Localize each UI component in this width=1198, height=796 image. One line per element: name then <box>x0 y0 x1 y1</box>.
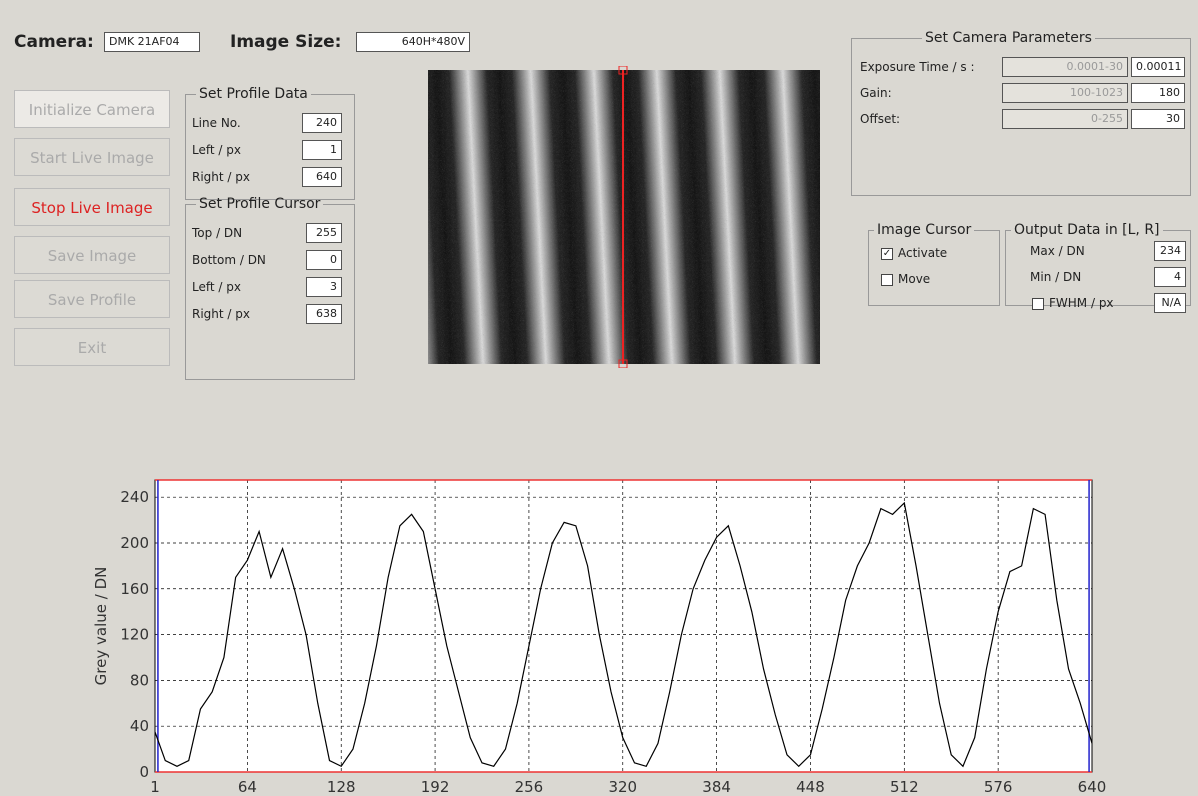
y-tick-label: 40 <box>130 717 149 735</box>
x-tick-label: 448 <box>796 778 825 796</box>
button[interactable]: Save Image <box>14 236 170 274</box>
field-label: Gain: <box>860 86 892 100</box>
image-size-field[interactable]: 640H*480V <box>356 32 470 52</box>
image-size-label: Image Size: <box>230 32 342 52</box>
button[interactable]: Stop Live Image <box>14 188 170 226</box>
y-tick-label: 200 <box>120 534 149 552</box>
group-title: Set Profile Data <box>199 86 308 102</box>
checkbox-label: Move <box>898 272 931 286</box>
button[interactable]: Initialize Camera <box>14 90 170 128</box>
range-field: 100-1023 <box>1002 83 1128 103</box>
camera-field[interactable]: DMK 21AF04 <box>104 32 200 52</box>
camera-parameters-group: Set Camera Parameters Exposure Time / s :… <box>851 30 1191 196</box>
field-label: Left / px <box>192 280 241 294</box>
x-tick-label: 192 <box>421 778 450 796</box>
field-label: Right / px <box>192 307 250 321</box>
field-input[interactable]: 240 <box>302 113 342 133</box>
field-label: Left / px <box>192 143 241 157</box>
x-tick-label: 320 <box>608 778 637 796</box>
image-cursor-group: Image Cursor ✓ Activate Move <box>868 222 1000 306</box>
field-label: Top / DN <box>192 226 243 240</box>
button[interactable]: Save Profile <box>14 280 170 318</box>
field-input[interactable]: 1 <box>302 140 342 160</box>
x-tick-label: 640 <box>1078 778 1107 796</box>
checkbox-label: FWHM / px <box>1049 296 1114 310</box>
field-input[interactable]: 255 <box>306 223 342 243</box>
checkbox-row[interactable]: ✓ Activate <box>881 246 947 260</box>
field-label: Min / DN <box>1030 270 1082 284</box>
checkbox-label: Activate <box>898 246 948 260</box>
x-tick-label: 128 <box>327 778 356 796</box>
y-tick-label: 80 <box>130 671 149 689</box>
x-tick-label: 512 <box>890 778 919 796</box>
button[interactable]: Exit <box>14 328 170 366</box>
button[interactable]: Start Live Image <box>14 138 170 176</box>
field-input[interactable]: 180 <box>1131 83 1185 103</box>
profile-data-group: Set Profile Data Line No. 240 Left / px 1 Rig… <box>185 86 355 200</box>
field-label: Bottom / DN <box>192 253 266 267</box>
camera-image <box>428 66 820 368</box>
output-data-group: Output Data in [L, R] Max / DN 234 Min / DN… <box>1005 222 1191 313</box>
field-input[interactable]: 4 <box>1154 267 1186 287</box>
group-title: Set Camera Parameters <box>925 30 1092 46</box>
y-tick-label: 240 <box>120 488 149 506</box>
field-label: Right / px <box>192 170 250 184</box>
field-label: Exposure Time / s : <box>860 60 975 74</box>
checkbox-row[interactable]: FWHM / px <box>1032 296 1114 310</box>
checkbox[interactable] <box>1032 297 1044 310</box>
group-title: Set Profile Cursor <box>199 196 321 212</box>
checkbox[interactable]: ✓ <box>881 247 893 260</box>
profile-plot: 0 40 80 120 160 200 240 1 64 128 192 256 320 384 448 51… <box>92 479 1107 796</box>
range-field: 0-255 <box>1002 109 1128 129</box>
y-tick-label: 160 <box>120 580 149 598</box>
y-axis-label: Grey value / DN <box>92 567 110 686</box>
field-label: Max / DN <box>1030 244 1085 258</box>
field-input[interactable]: 30 <box>1131 109 1185 129</box>
x-tick-label: 1 <box>150 778 160 796</box>
checkbox[interactable] <box>881 273 893 286</box>
plot-area <box>154 479 1093 773</box>
field-input[interactable]: 0 <box>306 250 342 270</box>
group-title: Output Data in [L, R] <box>1014 222 1160 238</box>
checkbox-row[interactable]: Move <box>881 272 930 286</box>
group-title: Image Cursor <box>877 222 972 238</box>
field-input[interactable]: 0.00011 <box>1131 57 1185 77</box>
field-label: Line No. <box>192 116 241 130</box>
field-input[interactable]: N/A <box>1154 293 1186 313</box>
y-tick-label: 120 <box>120 626 149 644</box>
x-tick-label: 384 <box>702 778 731 796</box>
y-tick-label: 0 <box>139 763 149 781</box>
range-field: 0.0001-30 <box>1002 57 1128 77</box>
x-tick-label: 576 <box>984 778 1013 796</box>
profile-cursor-group: Set Profile Cursor Top / DN 255 Bottom / DN… <box>185 196 355 380</box>
profile-line <box>154 501 1093 768</box>
field-input[interactable]: 234 <box>1154 241 1186 261</box>
field-input[interactable]: 640 <box>302 167 342 187</box>
field-input[interactable]: 638 <box>306 304 342 324</box>
field-label: Offset: <box>860 112 901 126</box>
x-tick-label: 64 <box>238 778 257 796</box>
x-tick-label: 256 <box>515 778 544 796</box>
field-input[interactable]: 3 <box>306 277 342 297</box>
camera-label: Camera: <box>14 32 94 52</box>
